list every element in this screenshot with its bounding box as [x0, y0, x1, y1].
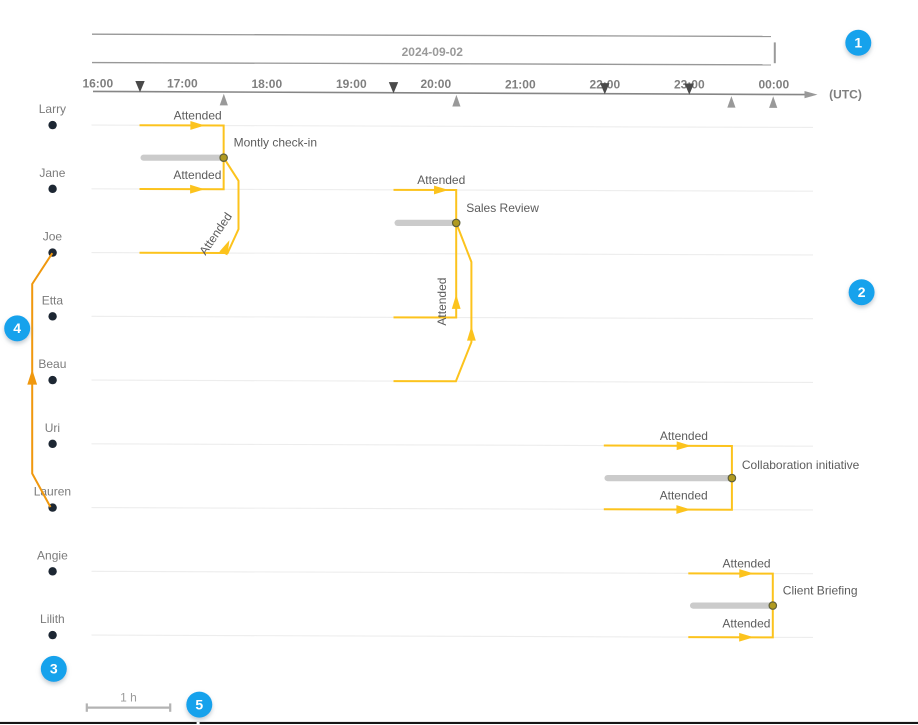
- svg-text:Attended: Attended: [660, 489, 708, 503]
- svg-text:Attended: Attended: [174, 109, 222, 123]
- svg-text:Uri: Uri: [45, 421, 60, 435]
- svg-text:1: 1: [854, 35, 862, 51]
- svg-text:4: 4: [13, 320, 21, 336]
- svg-text:1 h: 1 h: [120, 691, 137, 705]
- svg-text:Etta: Etta: [42, 293, 64, 307]
- svg-text:Joe: Joe: [43, 230, 63, 244]
- svg-text:21:00: 21:00: [505, 77, 536, 91]
- svg-text:Attended: Attended: [173, 168, 221, 182]
- svg-text:18:00: 18:00: [251, 77, 282, 91]
- svg-text:Montly check-in: Montly check-in: [234, 136, 317, 150]
- svg-text:16:00: 16:00: [82, 77, 113, 91]
- svg-text:17:00: 17:00: [167, 77, 198, 91]
- svg-text:Collaboration initiative: Collaboration initiative: [742, 458, 860, 472]
- svg-text:Attended: Attended: [435, 278, 449, 326]
- svg-text:Beau: Beau: [38, 357, 66, 371]
- svg-text:Attended: Attended: [417, 173, 465, 187]
- svg-text:Attended: Attended: [723, 557, 771, 571]
- svg-text:3: 3: [50, 661, 58, 677]
- svg-text:Attended: Attended: [660, 429, 708, 443]
- svg-text:Attended: Attended: [722, 616, 770, 630]
- svg-text:Client Briefing: Client Briefing: [783, 584, 858, 598]
- svg-text:Sales Review: Sales Review: [466, 201, 539, 215]
- svg-text:Angie: Angie: [37, 548, 68, 562]
- svg-text:00:00: 00:00: [758, 78, 789, 92]
- svg-text:19:00: 19:00: [336, 77, 367, 91]
- svg-text:2: 2: [858, 284, 866, 300]
- svg-text:Jane: Jane: [39, 166, 65, 180]
- svg-text:20:00: 20:00: [420, 77, 451, 91]
- svg-text:2024-09-02: 2024-09-02: [402, 45, 464, 59]
- svg-text:Lilith: Lilith: [40, 612, 65, 626]
- svg-text:5: 5: [195, 696, 203, 712]
- svg-text:(UTC): (UTC): [829, 88, 862, 102]
- svg-text:Larry: Larry: [39, 102, 66, 116]
